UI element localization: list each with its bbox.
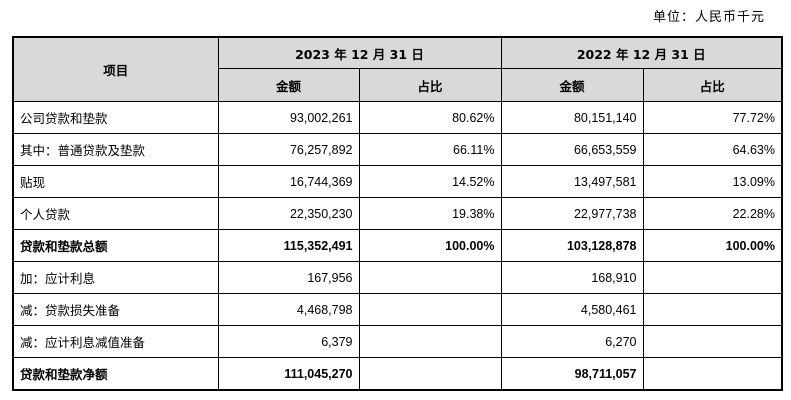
row-label: 贷款和垫款总额 (12, 229, 219, 262)
amount-2023: 167,956 (217, 261, 360, 294)
row-label: 个人贷款 (12, 197, 219, 230)
amount-2022: 22,977,738 (500, 197, 644, 230)
unit-label: 单位：人民币千元 (652, 10, 765, 25)
amount-2022: 66,653,559 (500, 133, 644, 166)
ratio-2022 (642, 325, 783, 358)
amount-2022: 13,497,581 (500, 165, 644, 198)
item-header: 项目 (12, 36, 219, 102)
period-header-2023: 2023 年 12 月 31 日 (217, 36, 502, 69)
ratio-2023: 14.52% (358, 165, 502, 198)
ratio-2023 (358, 325, 502, 358)
ratio-2023: 100.00% (358, 229, 502, 262)
amount-2022: 4,580,461 (500, 293, 644, 326)
row-label: 减：贷款损失准备 (12, 293, 219, 326)
ratio-header-2023: 占比 (358, 68, 502, 102)
table-row-net-total: 贷款和垫款净额 111,045,270 98,711,057 (12, 357, 783, 391)
amount-2022: 6,270 (500, 325, 644, 358)
ratio-2023: 19.38% (358, 197, 502, 230)
ratio-2023: 80.62% (358, 101, 502, 134)
amount-2023: 22,350,230 (217, 197, 360, 230)
row-label: 加：应计利息 (12, 261, 219, 294)
ratio-2022: 22.28% (642, 197, 783, 230)
row-label: 减：应计利息减值准备 (12, 325, 219, 358)
amount-2023: 111,045,270 (217, 357, 360, 391)
ratio-2022 (642, 357, 783, 391)
row-label: 其中：普通贷款及垫款 (12, 133, 219, 166)
header-row-periods: 项目 2023 年 12 月 31 日 2022 年 12 月 31 日 (12, 36, 783, 102)
amount-2023: 16,744,369 (217, 165, 360, 198)
table-row: 加：应计利息 167,956 168,910 (12, 261, 783, 294)
amount-header-2022: 金额 (500, 68, 644, 102)
table-row: 减：贷款损失准备 4,468,798 4,580,461 (12, 293, 783, 326)
table-row-gross-total: 贷款和垫款总额 115,352,491 100.00% 103,128,878 … (12, 229, 783, 262)
table-row: 减：应计利息减值准备 6,379 6,270 (12, 325, 783, 358)
period-header-2022: 2022 年 12 月 31 日 (500, 36, 783, 69)
ratio-2022: 13.09% (642, 165, 783, 198)
ratio-2023 (358, 357, 502, 391)
amount-2022: 168,910 (500, 261, 644, 294)
amount-2023: 6,379 (217, 325, 360, 358)
ratio-2022 (642, 261, 783, 294)
ratio-header-2022: 占比 (642, 68, 783, 102)
amount-2023: 115,352,491 (217, 229, 360, 262)
table-row: 公司贷款和垫款 93,002,261 80.62% 80,151,140 77.… (12, 101, 783, 134)
ratio-2023 (358, 261, 502, 294)
amount-2023: 4,468,798 (217, 293, 360, 326)
amount-2022: 98,711,057 (500, 357, 644, 391)
ratio-2023 (358, 293, 502, 326)
table-row: 贴现 16,744,369 14.52% 13,497,581 13.09% (12, 165, 783, 198)
amount-2022: 80,151,140 (500, 101, 644, 134)
table-row: 其中：普通贷款及垫款 76,257,892 66.11% 66,653,559 … (12, 133, 783, 166)
row-label: 贷款和垫款净额 (12, 357, 219, 391)
ratio-2022: 64.63% (642, 133, 783, 166)
amount-2023: 76,257,892 (217, 133, 360, 166)
ratio-2022: 100.00% (642, 229, 783, 262)
ratio-2023: 66.11% (358, 133, 502, 166)
row-label: 贴现 (12, 165, 219, 198)
amount-header-2023: 金额 (217, 68, 360, 102)
row-label: 公司贷款和垫款 (12, 101, 219, 134)
ratio-2022 (642, 293, 783, 326)
ratio-2022: 77.72% (642, 101, 783, 134)
header-row-columns: 金额 占比 金额 占比 (13, 68, 783, 102)
amount-2023: 93,002,261 (217, 101, 360, 134)
amount-2022: 103,128,878 (500, 229, 644, 262)
loans-table: 项目 2023 年 12 月 31 日 2022 年 12 月 31 日 金额 … (12, 36, 783, 391)
table-row: 个人贷款 22,350,230 19.38% 22,977,738 22.28% (12, 197, 783, 230)
